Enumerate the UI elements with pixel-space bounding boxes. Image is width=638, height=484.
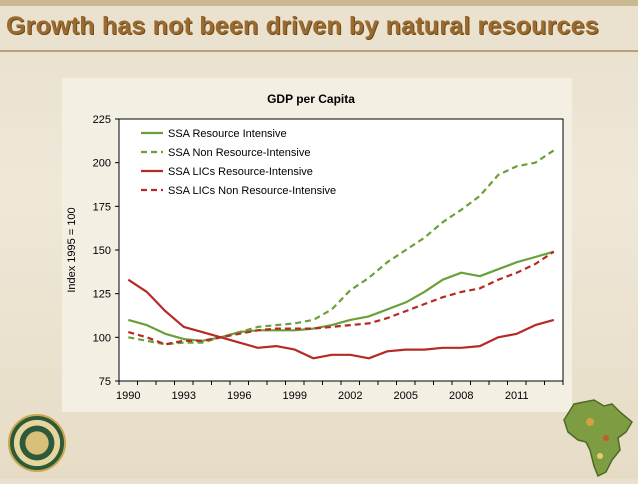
title-divider bbox=[0, 50, 638, 52]
plot-area bbox=[118, 118, 564, 382]
y-tick-label: 75 bbox=[99, 376, 111, 388]
x-tick-label: 1990 bbox=[116, 390, 140, 402]
legend-label: SSA LICs Non Resource-Intensive bbox=[168, 185, 336, 197]
map-dot bbox=[603, 435, 609, 441]
map-dot bbox=[586, 418, 594, 426]
y-tick-label: 200 bbox=[93, 158, 111, 170]
y-tick-label: 175 bbox=[93, 201, 111, 213]
y-tick-label: 225 bbox=[93, 114, 111, 126]
x-tick-label: 1993 bbox=[172, 390, 196, 402]
y-tick-label: 125 bbox=[93, 289, 111, 301]
legend-label: SSA Non Resource-Intensive bbox=[168, 147, 310, 159]
map-dot bbox=[597, 453, 603, 459]
y-axis-label: Index 1995 = 100 bbox=[66, 207, 78, 292]
x-tick-label: 2008 bbox=[449, 390, 473, 402]
africa-map-shape bbox=[563, 399, 633, 478]
legend-label: SSA LICs Resource-Intensive bbox=[168, 166, 313, 178]
top-accent-bar bbox=[0, 0, 638, 6]
y-tick-label: 100 bbox=[93, 332, 111, 344]
series-line-2 bbox=[128, 149, 555, 346]
x-tick-label: 2005 bbox=[394, 390, 418, 402]
series-line-4 bbox=[128, 250, 555, 346]
y-tick-label: 150 bbox=[93, 245, 111, 257]
legend-label: SSA Resource Intensive bbox=[168, 128, 287, 140]
chart-title: GDP per Capita bbox=[267, 92, 355, 106]
x-tick-label: 1996 bbox=[227, 390, 251, 402]
africa-map-icon bbox=[563, 399, 633, 478]
imf-seal-logo bbox=[8, 414, 66, 472]
x-tick-label: 2002 bbox=[338, 390, 362, 402]
series-line-3 bbox=[127, 278, 555, 360]
x-tick-label: 1999 bbox=[283, 390, 307, 402]
slide-title: Growth has not been driven by natural re… bbox=[6, 12, 599, 40]
x-tick-label: 2011 bbox=[505, 390, 529, 402]
